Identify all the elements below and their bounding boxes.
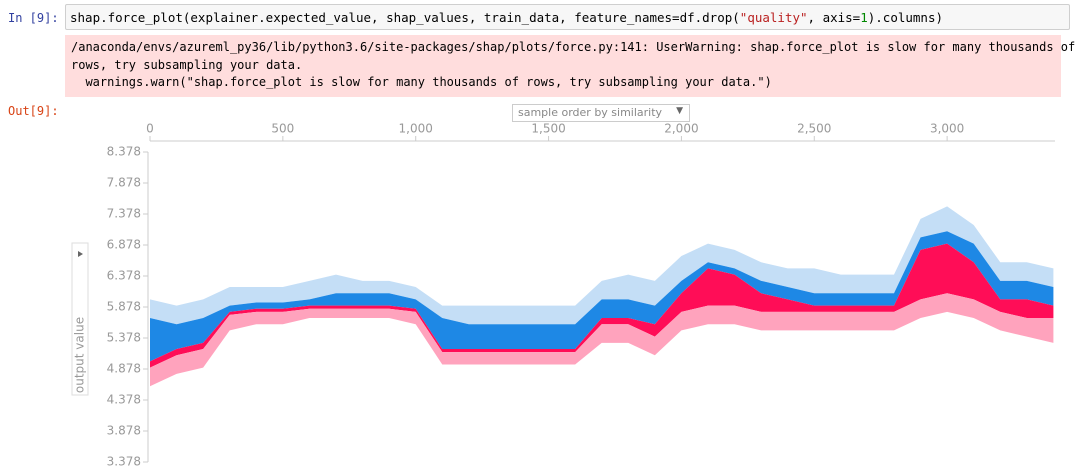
ylabel-box[interactable] xyxy=(71,242,89,396)
force-area xyxy=(150,231,1054,362)
x-tick-label: 2,500 xyxy=(797,122,831,136)
y-tick-label: 3.378 xyxy=(107,455,141,469)
code: shap.force_plot(explainer.expected_value… xyxy=(70,10,740,25)
y-tick-label: 7.878 xyxy=(107,176,141,190)
x-tick-label: 3,000 xyxy=(930,122,964,136)
x-tick-label: 2,000 xyxy=(664,122,698,136)
code-string: "quality" xyxy=(739,10,808,25)
code: , axis= xyxy=(807,10,861,25)
warning-line: /anaconda/envs/azureml_py36/lib/python3.… xyxy=(71,40,1076,54)
warning-line: rows, try subsampling your data. xyxy=(71,57,303,72)
out-prompt: Out[9]: xyxy=(8,104,59,118)
y-axis-label: output value xyxy=(73,317,87,393)
code-cell[interactable]: shap.force_plot(explainer.expected_value… xyxy=(65,4,1070,30)
y-tick-label: 6.378 xyxy=(107,269,141,283)
y-tick-label: 4.878 xyxy=(107,362,141,376)
x-tick-label: 500 xyxy=(271,122,294,136)
force-area xyxy=(150,293,1054,387)
in-prompt: In [9]: xyxy=(8,11,59,25)
code-number: 1 xyxy=(860,10,868,25)
dropdown-arrow: ▼ xyxy=(676,106,683,116)
force-area xyxy=(150,206,1054,325)
y-tick-label: 6.878 xyxy=(107,238,141,252)
y-tick-label: 7.378 xyxy=(107,207,141,221)
warning-line: warnings.warn("shap.force_plot is slow f… xyxy=(71,75,772,89)
x-tick-label: 0 xyxy=(146,122,154,136)
dropdown[interactable]: sample order by similarity ▼ xyxy=(512,104,690,122)
code: ).columns) xyxy=(867,10,944,25)
ylabel-arrow xyxy=(78,251,83,257)
y-tick-label: 4.378 xyxy=(107,393,141,407)
x-tick-label: 1,500 xyxy=(531,122,565,136)
y-tick-label: 5.378 xyxy=(107,331,141,345)
y-tick-label: 8.378 xyxy=(107,145,141,159)
force-area xyxy=(150,243,1054,368)
dropdown-label: sample order by similarity xyxy=(518,106,663,119)
y-tick-label: 5.878 xyxy=(107,300,141,314)
x-tick-label: 1,000 xyxy=(399,122,433,136)
y-tick-label: 3.878 xyxy=(107,424,141,438)
warning: /anaconda/envs/azureml_py36/lib/python3.… xyxy=(65,35,1076,97)
